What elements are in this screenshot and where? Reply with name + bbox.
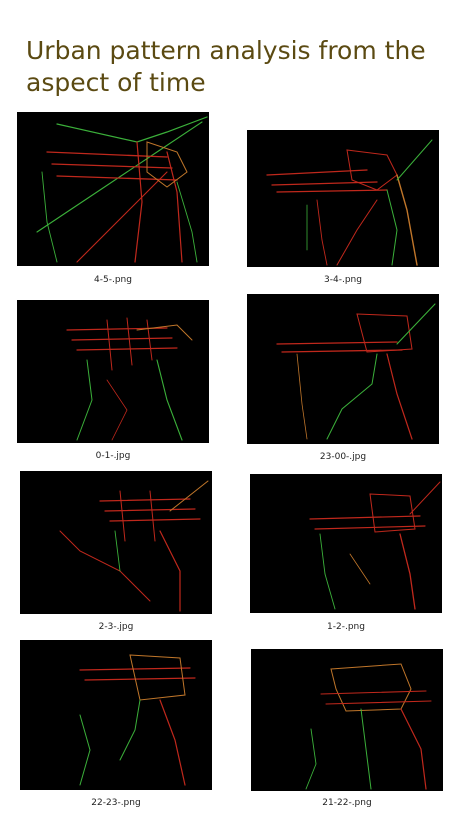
traffic-map-image xyxy=(247,130,439,267)
thumbnail-22-23[interactable]: 22-23-.png xyxy=(20,640,212,812)
thumbnail-caption: 4-5-.png xyxy=(94,275,132,285)
traffic-map-image xyxy=(20,471,212,614)
thumbnail-caption: 22-23-.png xyxy=(91,798,141,808)
traffic-map-image xyxy=(250,474,442,613)
thumbnail-caption: 3-4-.png xyxy=(324,275,362,285)
thumbnail-23-00[interactable]: 23-00-.jpg xyxy=(247,294,439,463)
traffic-map-image xyxy=(17,112,209,266)
traffic-map-image xyxy=(251,649,443,791)
thumbnail-2-3[interactable]: 2-3-.jpg xyxy=(20,471,212,637)
thumbnail-caption: 21-22-.png xyxy=(322,798,372,808)
page-title: Urban pattern analysis from the aspect o… xyxy=(26,35,426,97)
thumbnail-1-2[interactable]: 1-2-.png xyxy=(250,474,442,637)
traffic-map-image xyxy=(247,294,439,444)
thumbnail-4-5[interactable]: 4-5-.png xyxy=(17,112,209,287)
thumbnail-0-1[interactable]: 0-1-.jpg xyxy=(17,300,209,461)
traffic-map-image xyxy=(20,640,212,790)
thumbnail-3-4[interactable]: 3-4-.png xyxy=(247,130,439,287)
thumbnail-caption: 1-2-.png xyxy=(327,622,365,632)
thumbnail-21-22[interactable]: 21-22-.png xyxy=(251,649,443,812)
thumbnail-caption: 2-3-.jpg xyxy=(98,622,134,632)
thumbnail-caption: 0-1-.jpg xyxy=(95,451,131,461)
traffic-map-image xyxy=(17,300,209,443)
thumbnail-caption: 23-00-.jpg xyxy=(319,452,367,462)
